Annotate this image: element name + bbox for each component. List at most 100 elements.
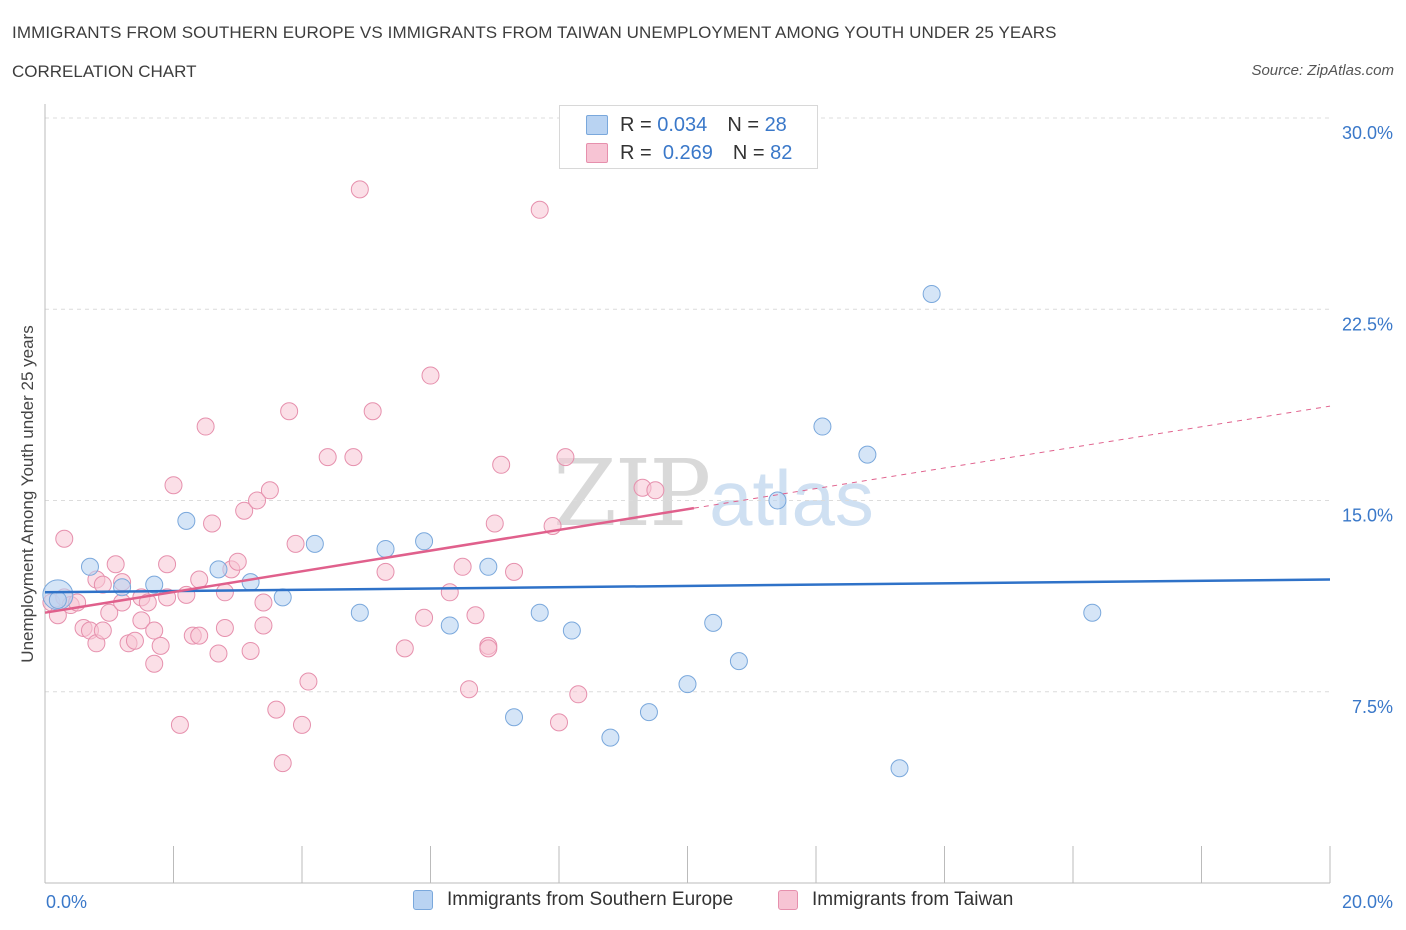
y-tick-label: 30.0% bbox=[1342, 123, 1393, 143]
southern-europe-point bbox=[922, 284, 941, 303]
taiwan-point bbox=[646, 481, 665, 500]
southern-europe-point bbox=[241, 573, 260, 592]
taiwan-point bbox=[241, 641, 260, 660]
taiwan-point bbox=[421, 366, 440, 385]
taiwan-point bbox=[293, 715, 311, 734]
southern-europe-point bbox=[601, 728, 620, 747]
taiwan-point bbox=[260, 481, 279, 500]
taiwan-point bbox=[93, 621, 112, 640]
southern-europe-point bbox=[639, 703, 658, 722]
watermark-zip: ZIP bbox=[553, 440, 711, 547]
southern-europe-point bbox=[530, 603, 549, 622]
southern-europe-point bbox=[145, 575, 164, 594]
taiwan-point bbox=[125, 631, 144, 650]
taiwan-point bbox=[267, 700, 286, 719]
correlation-legend: R = 0.034 N = 28 R = 0.269 N = 82 bbox=[559, 105, 818, 169]
taiwan-point bbox=[453, 557, 472, 576]
taiwan-point bbox=[248, 491, 267, 510]
taiwan-point bbox=[235, 501, 254, 520]
y-tick-label: 15.0% bbox=[1342, 506, 1393, 526]
taiwan-point bbox=[158, 555, 177, 574]
r-value: 0.034 bbox=[657, 113, 708, 136]
southern-europe-point bbox=[113, 578, 132, 597]
x-tick-labels: 0.0% 20.0% bbox=[46, 892, 1393, 912]
taiwan-point bbox=[479, 639, 498, 658]
southern-europe-point bbox=[350, 603, 369, 622]
y-tick-labels: 7.5% 15.0% 22.5% 30.0% bbox=[1342, 123, 1393, 717]
southern-europe-point bbox=[376, 539, 395, 558]
taiwan-point bbox=[196, 417, 215, 436]
legend-row-southern-europe: R = 0.034 N = 28 bbox=[586, 114, 787, 136]
trend-lines bbox=[44, 405, 1331, 614]
southern-europe-point bbox=[48, 590, 67, 609]
r-value: 0.269 bbox=[662, 141, 713, 164]
legend-swatch-blue bbox=[413, 890, 433, 910]
x-tick-label: 0.0% bbox=[46, 892, 87, 912]
chart-subtitle: CORRELATION CHART bbox=[12, 62, 197, 81]
legend-item-southern-europe[interactable]: Immigrants from Southern Europe bbox=[413, 889, 733, 911]
legend-label: Immigrants from Taiwan bbox=[812, 889, 1014, 910]
taiwan-point bbox=[350, 180, 369, 199]
x-tick-marks bbox=[44, 846, 1331, 883]
taiwan-point bbox=[363, 402, 382, 421]
taiwan-point bbox=[485, 514, 504, 533]
legend-swatch-blue bbox=[586, 115, 608, 135]
southern-europe-point bbox=[890, 759, 909, 778]
southern-europe-point bbox=[440, 616, 459, 635]
taiwan-point bbox=[170, 715, 189, 734]
taiwan-point bbox=[376, 562, 395, 581]
taiwan-point bbox=[460, 680, 479, 699]
taiwan-point bbox=[466, 606, 485, 625]
taiwan-point bbox=[569, 685, 588, 704]
taiwan-point bbox=[100, 603, 119, 622]
taiwan-point bbox=[505, 562, 524, 581]
taiwan-point bbox=[530, 200, 549, 219]
taiwan-point bbox=[492, 455, 511, 474]
taiwan-point bbox=[299, 672, 318, 691]
taiwan-point bbox=[254, 616, 273, 635]
legend-swatch-pink bbox=[586, 143, 608, 163]
taiwan-point bbox=[280, 402, 299, 421]
x-tick-label: 20.0% bbox=[1342, 892, 1393, 912]
taiwan-point bbox=[395, 639, 414, 658]
southern-europe-points bbox=[42, 284, 1102, 778]
southern-europe-trend-line bbox=[44, 578, 1331, 594]
legend-swatch-pink bbox=[778, 890, 798, 910]
taiwan-point bbox=[106, 555, 125, 574]
southern-europe-point bbox=[505, 708, 524, 727]
southern-europe-point bbox=[678, 675, 697, 694]
taiwan-point bbox=[273, 754, 292, 773]
y-tick-label: 7.5% bbox=[1352, 697, 1393, 717]
taiwan-point bbox=[151, 636, 170, 655]
watermark-atlas: atlas bbox=[709, 454, 874, 542]
taiwan-point bbox=[209, 644, 228, 663]
taiwan-point bbox=[215, 619, 234, 637]
taiwan-trend-extension bbox=[693, 405, 1331, 509]
taiwan-point bbox=[228, 552, 247, 571]
r-label: R = bbox=[620, 141, 652, 164]
southern-europe-point bbox=[479, 557, 498, 576]
series-legend: Immigrants from Southern Europe Immigran… bbox=[0, 889, 1406, 915]
chart-title: IMMIGRANTS FROM SOUTHERN EUROPE VS IMMIG… bbox=[12, 23, 1057, 42]
southern-europe-point bbox=[305, 534, 324, 553]
southern-europe-point bbox=[813, 417, 832, 436]
southern-europe-point bbox=[209, 560, 228, 579]
taiwan-point bbox=[556, 448, 575, 467]
southern-europe-point bbox=[1083, 603, 1102, 622]
axes bbox=[44, 104, 1330, 884]
taiwan-point bbox=[132, 611, 151, 630]
taiwan-point bbox=[138, 593, 157, 612]
taiwan-point bbox=[164, 476, 183, 495]
taiwan-point bbox=[286, 534, 305, 553]
taiwan-point bbox=[190, 570, 209, 589]
legend-item-taiwan[interactable]: Immigrants from Taiwan bbox=[778, 889, 1013, 911]
y-tick-label: 22.5% bbox=[1342, 314, 1393, 334]
n-label: N = bbox=[732, 141, 765, 164]
gridlines bbox=[45, 117, 1330, 693]
taiwan-point bbox=[550, 713, 568, 732]
taiwan-point bbox=[318, 448, 337, 467]
taiwan-point bbox=[344, 448, 363, 467]
taiwan-point bbox=[93, 575, 112, 594]
taiwan-point bbox=[145, 654, 164, 673]
